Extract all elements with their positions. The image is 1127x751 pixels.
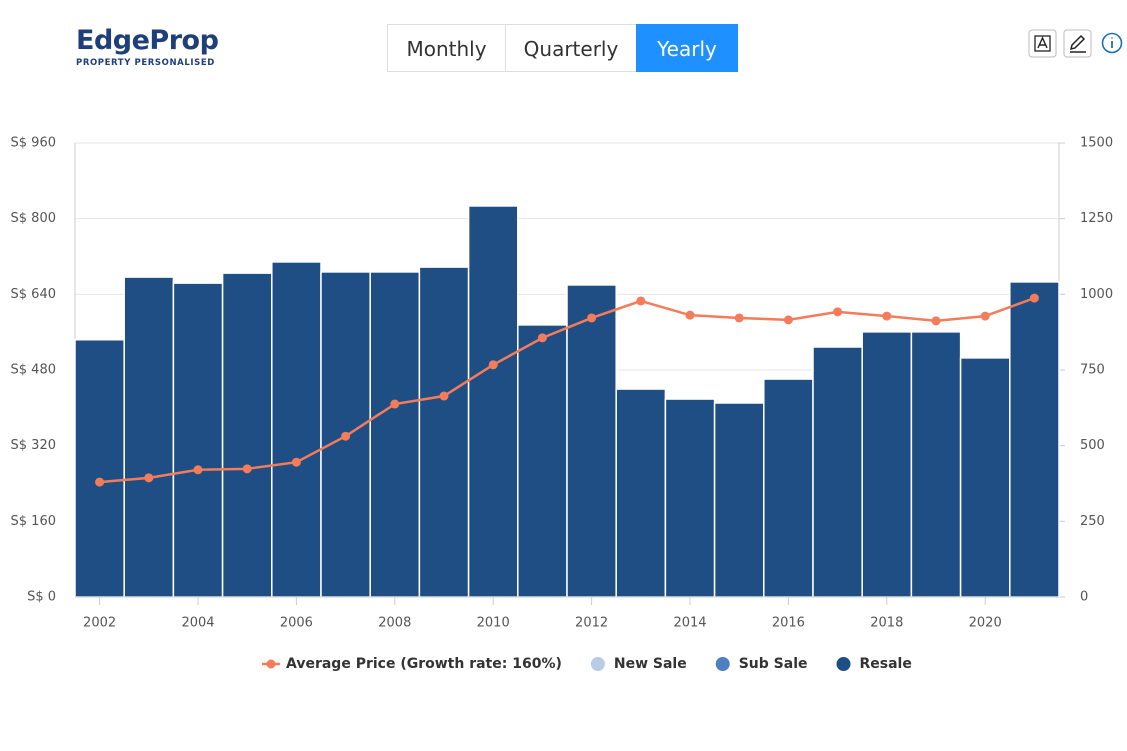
y-tick-label: S$ 800 bbox=[11, 211, 56, 226]
bar bbox=[713, 402, 765, 598]
logo-tagline: PROPERTY PERSONALISED bbox=[76, 58, 215, 68]
tab[interactable]: Yearly bbox=[636, 24, 738, 72]
tab[interactable]: Quarterly bbox=[505, 24, 637, 72]
y-tick-label: S$ 160 bbox=[11, 514, 56, 529]
legend-item[interactable]: Sub Sale bbox=[715, 656, 808, 672]
point bbox=[341, 431, 351, 441]
point bbox=[636, 296, 646, 306]
bar bbox=[615, 388, 667, 598]
x-tick-label: 2016 bbox=[772, 616, 805, 631]
plot-area bbox=[74, 205, 1060, 598]
legend-label: New Sale bbox=[614, 656, 687, 672]
point bbox=[1029, 293, 1039, 303]
legend-item[interactable]: Resale bbox=[836, 656, 912, 672]
bar bbox=[861, 331, 913, 598]
logo: EdgeProp PROPERTY PERSONALISED bbox=[76, 25, 219, 69]
bar bbox=[74, 338, 125, 598]
legend-label: Sub Sale bbox=[739, 656, 808, 672]
y2-tick-label: 1000 bbox=[1080, 287, 1113, 302]
x-tick-label: 2008 bbox=[378, 616, 411, 631]
bar bbox=[418, 266, 470, 598]
line-layer bbox=[95, 293, 1039, 487]
legend-item[interactable]: New Sale bbox=[590, 656, 687, 672]
bar bbox=[369, 271, 421, 598]
point bbox=[291, 457, 301, 467]
legend-dot bbox=[590, 657, 605, 671]
edit-icon-glyph bbox=[1069, 34, 1086, 53]
legend-dot bbox=[266, 659, 276, 669]
tab[interactable]: Monthly bbox=[387, 24, 506, 72]
y2-tick-label: 750 bbox=[1080, 363, 1105, 378]
point bbox=[439, 391, 449, 401]
point bbox=[587, 313, 597, 323]
text-icon-glyph bbox=[1037, 36, 1048, 49]
point bbox=[193, 465, 203, 475]
y2-tick-label: 250 bbox=[1080, 514, 1105, 529]
x-tick-label: 2002 bbox=[83, 616, 116, 631]
point bbox=[488, 360, 498, 370]
x-tick-label: 2018 bbox=[870, 616, 903, 631]
point bbox=[882, 311, 892, 321]
bar bbox=[172, 282, 224, 598]
y-tick-label: S$ 960 bbox=[11, 136, 56, 151]
bar bbox=[763, 378, 814, 598]
point bbox=[390, 399, 400, 409]
point bbox=[685, 310, 695, 320]
x-tick-label: 2020 bbox=[969, 616, 1002, 631]
point bbox=[537, 333, 547, 343]
point bbox=[144, 473, 154, 483]
logo-text: EdgeProp bbox=[76, 25, 219, 56]
bar bbox=[664, 398, 716, 598]
point bbox=[734, 313, 744, 323]
bar bbox=[123, 276, 175, 598]
bar bbox=[566, 284, 617, 598]
toolbar-icons bbox=[1028, 29, 1123, 58]
point bbox=[95, 477, 105, 487]
legend-label: Average Price (Growth rate: 160%) bbox=[286, 656, 562, 672]
legend-dot bbox=[715, 657, 730, 671]
x-tick-label: 2014 bbox=[673, 616, 706, 631]
bar bbox=[812, 346, 863, 598]
edit-icon[interactable] bbox=[1063, 29, 1092, 58]
legend-dot bbox=[836, 657, 851, 671]
legend-item[interactable]: Average Price (Growth rate: 160%) bbox=[262, 656, 562, 672]
point bbox=[242, 464, 252, 474]
x-tick-label: 2010 bbox=[477, 616, 510, 631]
x-tick-label: 2012 bbox=[575, 616, 608, 631]
bar bbox=[221, 272, 273, 598]
legend-label: Resale bbox=[860, 656, 912, 672]
x-tick-label: 2004 bbox=[181, 616, 214, 631]
y-tick-label: S$ 640 bbox=[11, 287, 56, 302]
y2-tick-label: 0 bbox=[1080, 590, 1088, 605]
bar bbox=[959, 357, 1011, 598]
line bbox=[99, 296, 1035, 484]
y-tick-label: S$ 480 bbox=[11, 363, 56, 378]
y2-tick-label: 1500 bbox=[1080, 136, 1113, 151]
point bbox=[833, 307, 843, 317]
text-icon[interactable] bbox=[1028, 29, 1057, 58]
text-icon-frame bbox=[1034, 35, 1051, 52]
point bbox=[783, 315, 793, 325]
bar bbox=[271, 261, 322, 598]
point bbox=[980, 311, 990, 321]
bar bbox=[910, 331, 962, 598]
y2-tick-label: 1250 bbox=[1080, 211, 1113, 226]
info-icon[interactable] bbox=[1101, 32, 1123, 54]
x-tick-label: 2006 bbox=[280, 616, 313, 631]
bar bbox=[467, 205, 519, 598]
point bbox=[931, 316, 941, 326]
y2-tick-label: 500 bbox=[1080, 438, 1105, 453]
bar bbox=[517, 324, 568, 598]
bar bbox=[1009, 281, 1060, 598]
y-tick-label: S$ 320 bbox=[11, 438, 56, 453]
y-tick-label: S$ 0 bbox=[27, 590, 56, 605]
